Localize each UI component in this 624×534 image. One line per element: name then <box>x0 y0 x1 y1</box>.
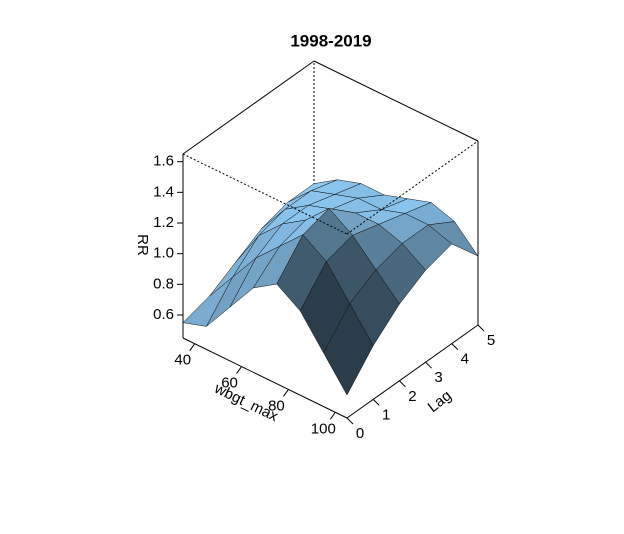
box-edge <box>346 324 479 419</box>
x-tick <box>283 389 289 397</box>
box-edge <box>182 153 348 235</box>
box-edge <box>182 337 348 419</box>
x-tick-label: 40 <box>174 352 191 369</box>
z-tick-label: 0.8 <box>153 275 174 292</box>
y-axis-label: Lag <box>425 387 455 416</box>
x-tick <box>189 343 196 352</box>
y-tick-label: 2 <box>408 388 416 405</box>
box-edge <box>346 140 479 235</box>
box-edge <box>182 60 315 155</box>
z-tick-label: 1.0 <box>153 245 174 262</box>
z-tick-label: 1.2 <box>153 214 174 231</box>
y-tick <box>425 361 432 369</box>
y-tick-label: 0 <box>356 425 364 442</box>
box-edge <box>313 60 479 142</box>
chart-title: 1998-2019 <box>290 31 371 50</box>
y-tick <box>477 324 485 332</box>
z-tick-label: 0.6 <box>153 306 174 323</box>
y-tick-label: 1 <box>382 406 390 423</box>
y-tick <box>346 417 354 425</box>
z-tick-label: 1.6 <box>153 153 174 170</box>
z-tick-label: 1.4 <box>153 183 174 200</box>
x-tick-label: 60 <box>221 375 238 392</box>
x-tick <box>236 366 242 374</box>
y-tick-label: 4 <box>461 351 469 368</box>
y-tick-label: 5 <box>487 332 495 349</box>
x-tick <box>329 411 336 420</box>
surface-facet <box>323 303 374 396</box>
y-tick <box>451 343 459 350</box>
x-tick-label: 100 <box>311 420 336 437</box>
x-tick-label: 80 <box>268 397 285 414</box>
y-tick <box>399 380 406 388</box>
z-axis-label: RR <box>134 234 151 256</box>
y-tick-label: 3 <box>434 369 442 386</box>
y-tick <box>372 399 380 406</box>
